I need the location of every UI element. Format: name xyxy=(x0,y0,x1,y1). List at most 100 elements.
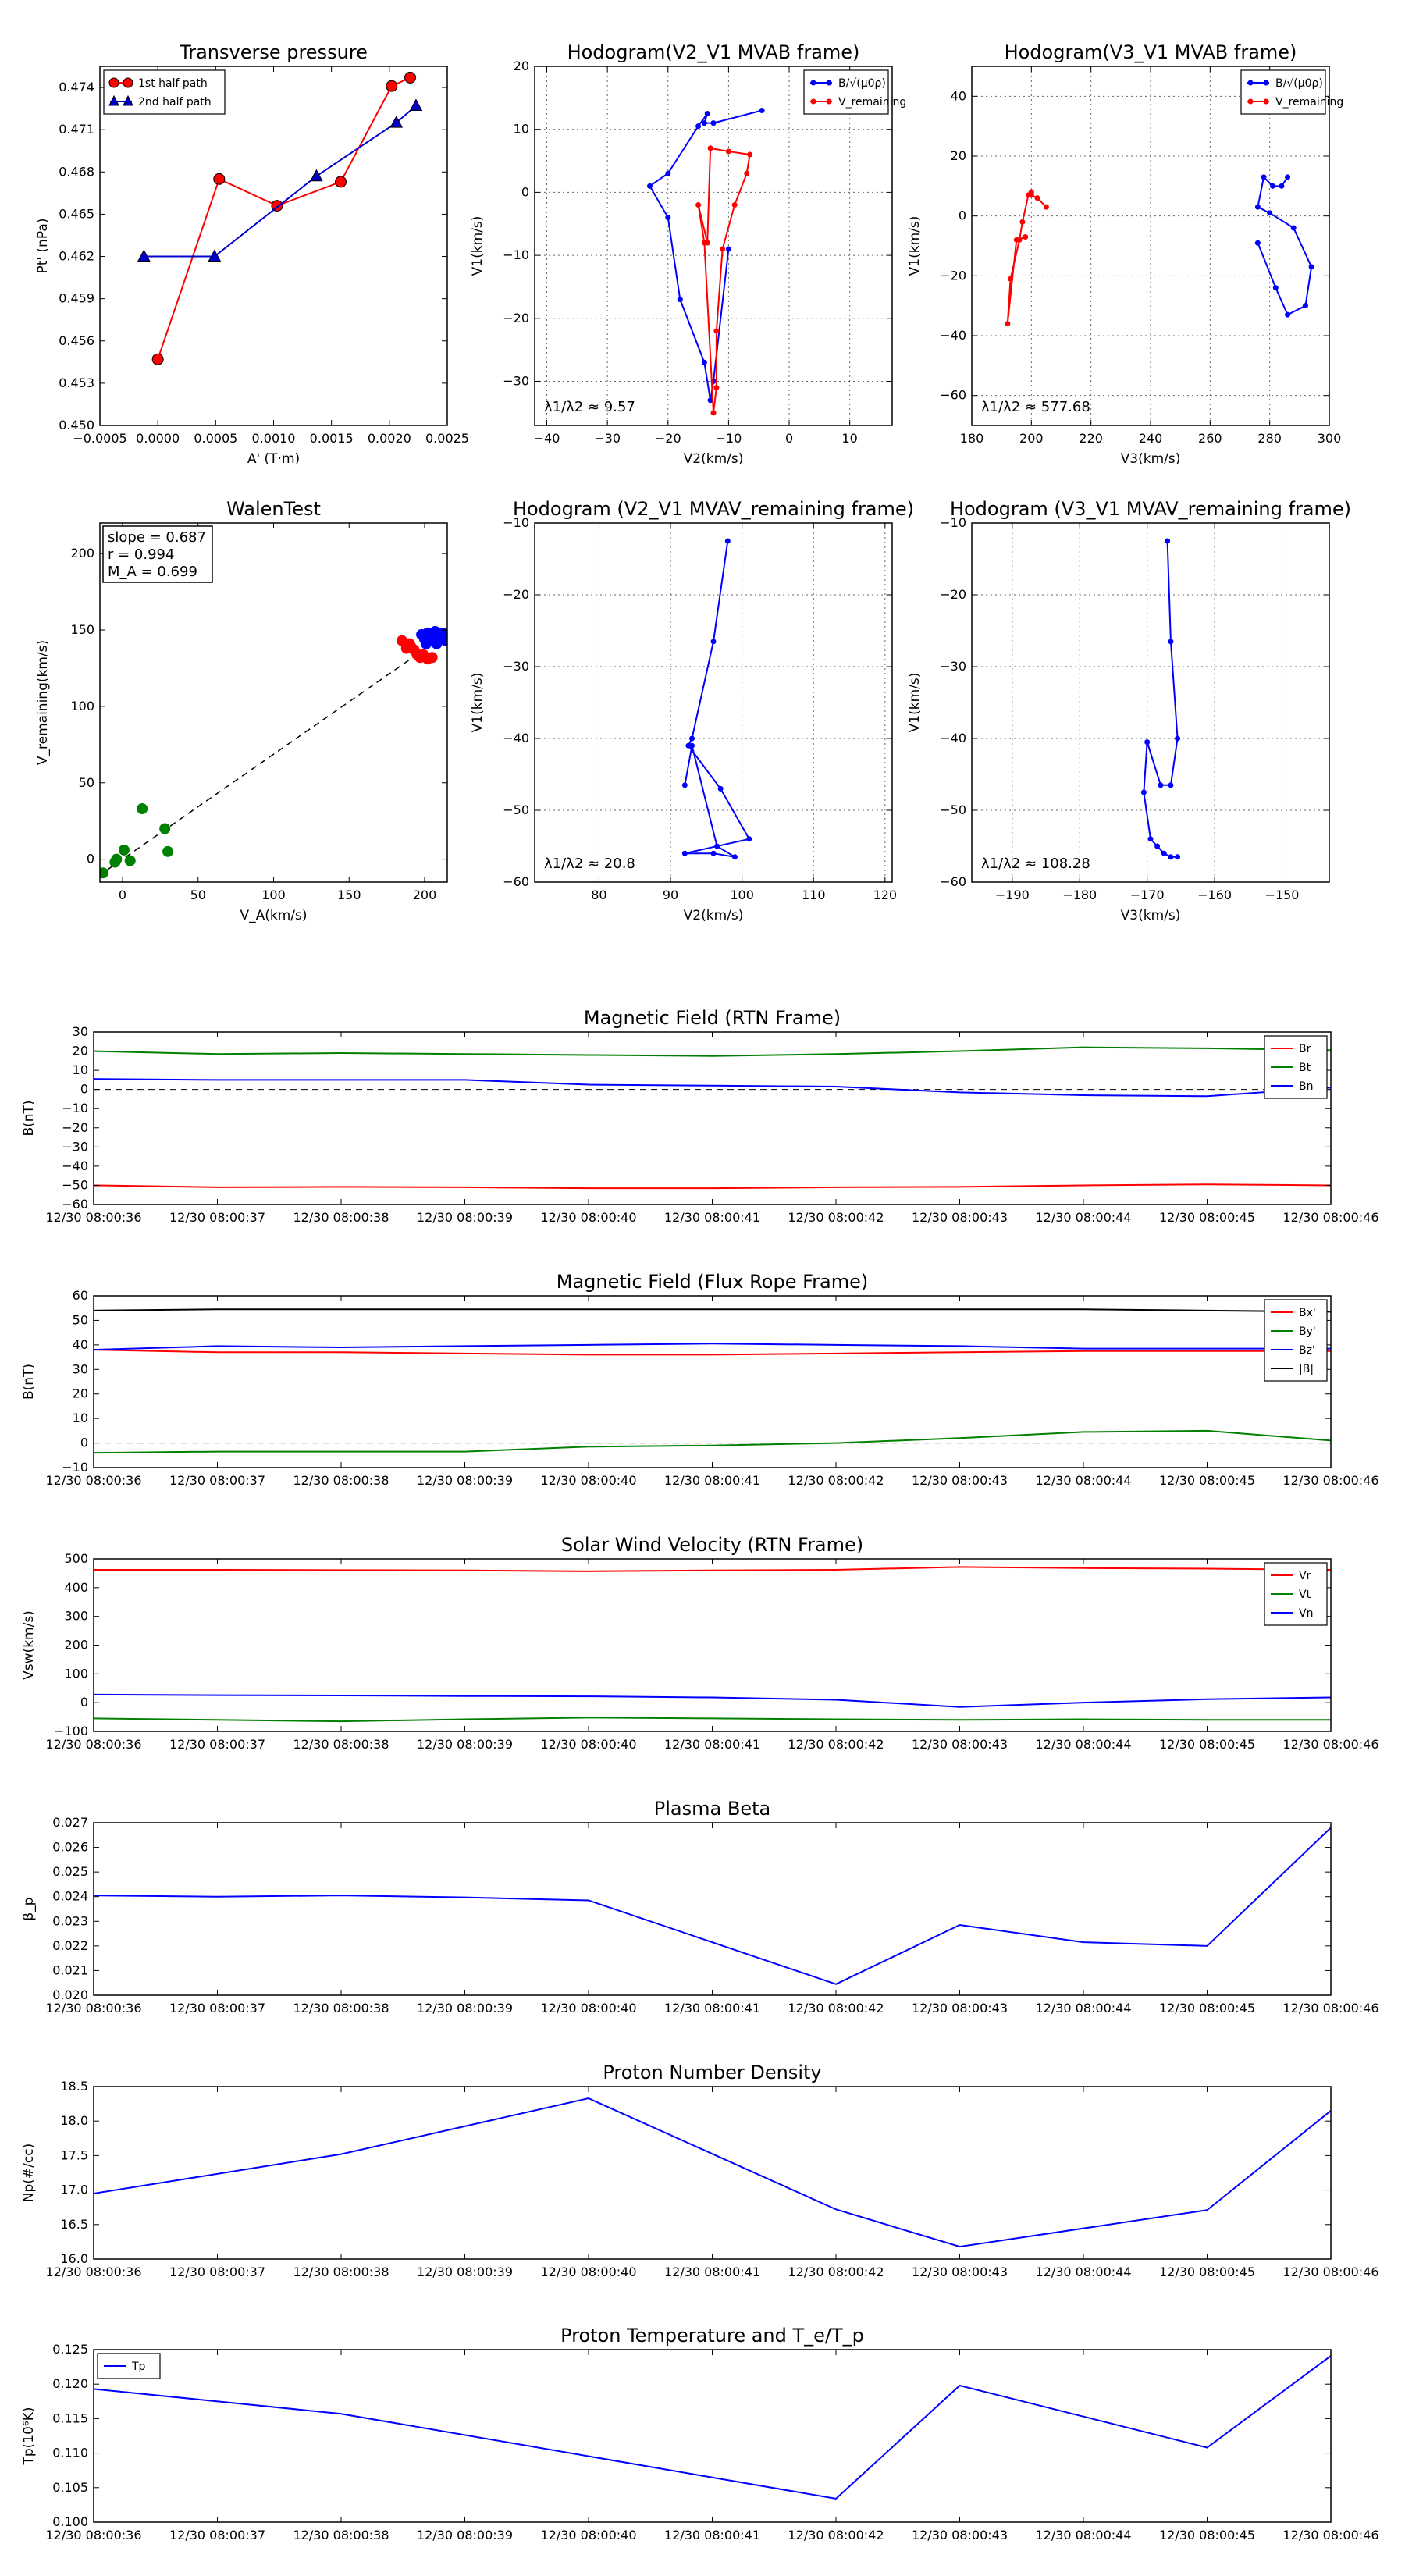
y-tick-label: 0.456 xyxy=(59,333,94,348)
x-tick-label: 12/30 08:00:36 xyxy=(45,1737,141,1752)
y-tick-label: 0.462 xyxy=(59,249,94,264)
x-tick-label: 12/30 08:00:41 xyxy=(664,1210,760,1225)
x-tick-label: 12/30 08:00:46 xyxy=(1282,1737,1378,1752)
chart-p5: 80 90 100 110 120 −60 −50 −40 −30 −20 −10Hodogram … xyxy=(470,498,914,923)
y-tick-label: 18.5 xyxy=(60,2079,88,2094)
plot-area xyxy=(94,1823,1331,1995)
x-axis-label: A' (T·m) xyxy=(247,451,300,467)
x-tick-label: 12/30 08:00:43 xyxy=(912,1737,1008,1752)
x-tick-label: 12/30 08:00:40 xyxy=(540,2265,636,2279)
data-point xyxy=(717,785,724,792)
y-axis-label: B(nT) xyxy=(21,1364,37,1400)
data-point xyxy=(1175,854,1181,860)
y-tick-label: −10 xyxy=(62,1460,88,1475)
x-tick-label: 10 xyxy=(841,431,857,446)
y-tick-label: 0.471 xyxy=(59,122,94,137)
series-line-B xyxy=(94,1308,1331,1313)
x-tick-label: 0.0015 xyxy=(310,431,354,446)
data-point xyxy=(759,107,765,113)
y-tick-label: 0.105 xyxy=(52,2480,88,2495)
x-tick-label: −0.0005 xyxy=(73,431,126,446)
data-point xyxy=(681,850,688,856)
y-tick-label: −20 xyxy=(940,268,966,283)
x-tick-label: 12/30 08:00:44 xyxy=(1035,2001,1131,2016)
y-tick-label: 0 xyxy=(87,852,94,866)
series-line-Bz xyxy=(94,1343,1331,1351)
data-point xyxy=(208,249,222,262)
scatter-point xyxy=(429,625,441,637)
y-tick-label: −10 xyxy=(940,515,966,530)
x-tick-label: 90 xyxy=(663,888,678,902)
x-tick-label: 12/30 08:00:40 xyxy=(540,2528,636,2542)
x-tick-label: 80 xyxy=(591,888,606,902)
x-tick-label: 0 xyxy=(785,431,793,446)
y-tick-label: 0.027 xyxy=(52,1815,88,1830)
x-tick-label: 12/30 08:00:39 xyxy=(417,1737,513,1752)
y-tick-label: 400 xyxy=(64,1580,88,1595)
y-tick-label: −40 xyxy=(940,328,966,343)
data-point xyxy=(1279,183,1285,189)
chart-p7: 12/30 08:00:36 12/30 08:00:37 12/30 08:00:… xyxy=(21,1007,1379,1225)
y-tick-label: 0.022 xyxy=(52,1938,88,1953)
x-tick-label: 12/30 08:00:45 xyxy=(1159,2528,1255,2542)
legend: 1st half path 2nd half path xyxy=(103,69,226,115)
chart-p11: 12/30 08:00:36 12/30 08:00:37 12/30 08:00:… xyxy=(21,2062,1379,2279)
data-layer xyxy=(681,538,752,860)
x-tick-label: −30 xyxy=(594,431,621,446)
x-tick-label: 12/30 08:00:45 xyxy=(1159,1473,1255,1488)
y-tick-label: 16.0 xyxy=(60,2251,88,2266)
data-point xyxy=(1168,639,1174,645)
data-point xyxy=(714,843,720,849)
x-tick-label: 12/30 08:00:36 xyxy=(45,2265,141,2279)
x-tick-label: 12/30 08:00:39 xyxy=(417,1210,513,1225)
data-point xyxy=(1158,782,1164,788)
y-tick-label: −30 xyxy=(503,374,529,389)
legend-label: V_remaining xyxy=(838,96,906,109)
legend-marker xyxy=(1247,80,1254,86)
x-tick-label: −170 xyxy=(1130,888,1165,902)
series-line-Br xyxy=(94,1183,1331,1190)
y-tick-label: 100 xyxy=(64,1666,88,1681)
chart-p4: 0 50 100 150 200 0 50 100 150 200 WalenTest V_A(km/… xyxy=(35,498,448,923)
plot-area xyxy=(94,1296,1331,1468)
stat-slope: slope = 0.687 xyxy=(108,529,206,546)
data-point xyxy=(677,297,683,303)
y-tick-label: 0.459 xyxy=(59,291,94,306)
data-point xyxy=(646,183,653,189)
panel-title: Hodogram(V3_V1 MVAB frame) xyxy=(1005,41,1297,63)
y-tick-label: 50 xyxy=(79,775,94,790)
x-tick-label: 200 xyxy=(1019,431,1044,446)
y-axis-label: Pt' (nPa) xyxy=(35,219,51,274)
legend-marker xyxy=(826,98,832,105)
x-tick-label: −40 xyxy=(534,431,560,446)
x-tick-label: 12/30 08:00:37 xyxy=(169,1737,265,1752)
x-tick-label: −150 xyxy=(1265,888,1300,902)
y-tick-label: −10 xyxy=(62,1101,88,1115)
y-tick-label: −60 xyxy=(940,388,966,403)
data-point xyxy=(409,98,423,112)
x-tick-label: 12/30 08:00:36 xyxy=(45,1210,141,1225)
scatter-point xyxy=(420,638,432,649)
data-point xyxy=(1168,854,1174,860)
data-point xyxy=(1140,789,1147,795)
y-tick-label: 0 xyxy=(521,184,529,199)
y-axis-label: V1(km/s) xyxy=(470,673,486,733)
y-tick-label: 0 xyxy=(80,1436,88,1450)
legend-label: Bz' xyxy=(1299,1344,1315,1357)
panel-title: Proton Temperature and T_e/T_p xyxy=(560,2325,864,2347)
x-axis-label: V2(km/s) xyxy=(684,908,744,923)
legend-marker xyxy=(108,77,119,88)
scatter-point xyxy=(118,844,130,856)
eigen-ratio-annotation: λ1/λ2 ≈ 20.8 xyxy=(544,856,635,872)
chart-p9: 12/30 08:00:36 12/30 08:00:37 12/30 08:00:… xyxy=(21,1534,1379,1752)
series-line-By xyxy=(94,1429,1331,1454)
data-point xyxy=(665,170,671,176)
x-tick-label: 12/30 08:00:45 xyxy=(1159,1210,1255,1225)
data-point xyxy=(335,176,347,188)
y-tick-label: −50 xyxy=(503,802,529,817)
data-point xyxy=(1290,225,1297,231)
y-tick-label: 100 xyxy=(70,699,94,713)
x-tick-label: 240 xyxy=(1139,431,1163,446)
data-layer xyxy=(94,1827,1331,1985)
